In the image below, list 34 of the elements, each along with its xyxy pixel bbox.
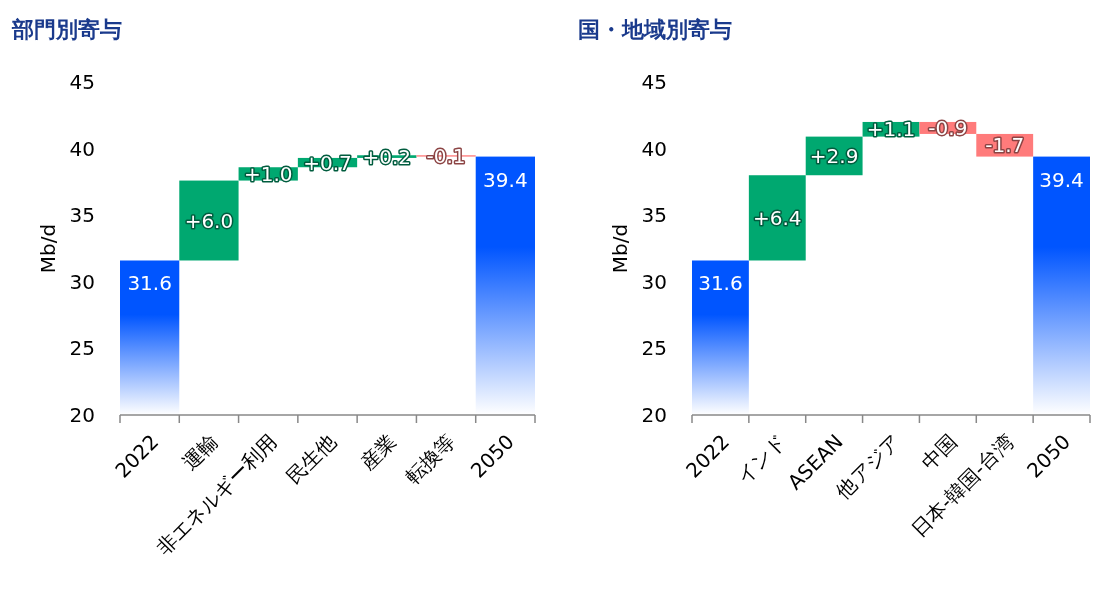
- y-tick-label: 25: [69, 336, 95, 361]
- y-axis-title: Mb/d: [36, 223, 60, 274]
- data-label: 31.6: [127, 271, 172, 296]
- data-label: +1.0: [243, 161, 293, 186]
- y-tick-label: 35: [69, 203, 95, 228]
- y-tick-label: 45: [69, 70, 95, 94]
- y-axis-title: Mb/d: [608, 223, 632, 274]
- y-tick-label: 40: [641, 136, 667, 161]
- data-label: 39.4: [483, 167, 528, 192]
- x-tick-label: 運輸: [177, 429, 223, 475]
- data-label: +2.9: [809, 143, 859, 168]
- chart-title: 国・地域別寄与: [578, 17, 732, 42]
- x-tick-label: 転換等: [400, 429, 460, 489]
- data-label: 31.6: [698, 271, 743, 296]
- data-label: -0.1: [426, 143, 466, 168]
- x-tick-label: 民生他: [281, 429, 342, 489]
- x-tick-label: 中国: [916, 429, 962, 475]
- y-tick-label: 30: [641, 269, 667, 294]
- y-tick-label: 35: [641, 203, 667, 228]
- x-tick-label: インド: [731, 429, 791, 489]
- data-label: -0.9: [928, 115, 968, 140]
- data-label: +6.0: [184, 208, 234, 233]
- data-label: -1.7: [985, 133, 1025, 158]
- x-tick-label: 産業: [355, 429, 401, 475]
- y-tick-label: 40: [69, 136, 95, 161]
- y-tick-label: 45: [641, 70, 667, 94]
- y-tick-label: 25: [641, 336, 667, 361]
- y-tick-label: 20: [641, 403, 667, 427]
- data-label: 39.4: [1039, 167, 1084, 192]
- y-tick-label: 20: [69, 403, 95, 427]
- y-tick-label: 30: [69, 269, 95, 294]
- data-label: +6.4: [753, 205, 802, 230]
- chart-title: 部門別寄与: [11, 17, 122, 42]
- data-label: +1.1: [866, 117, 916, 142]
